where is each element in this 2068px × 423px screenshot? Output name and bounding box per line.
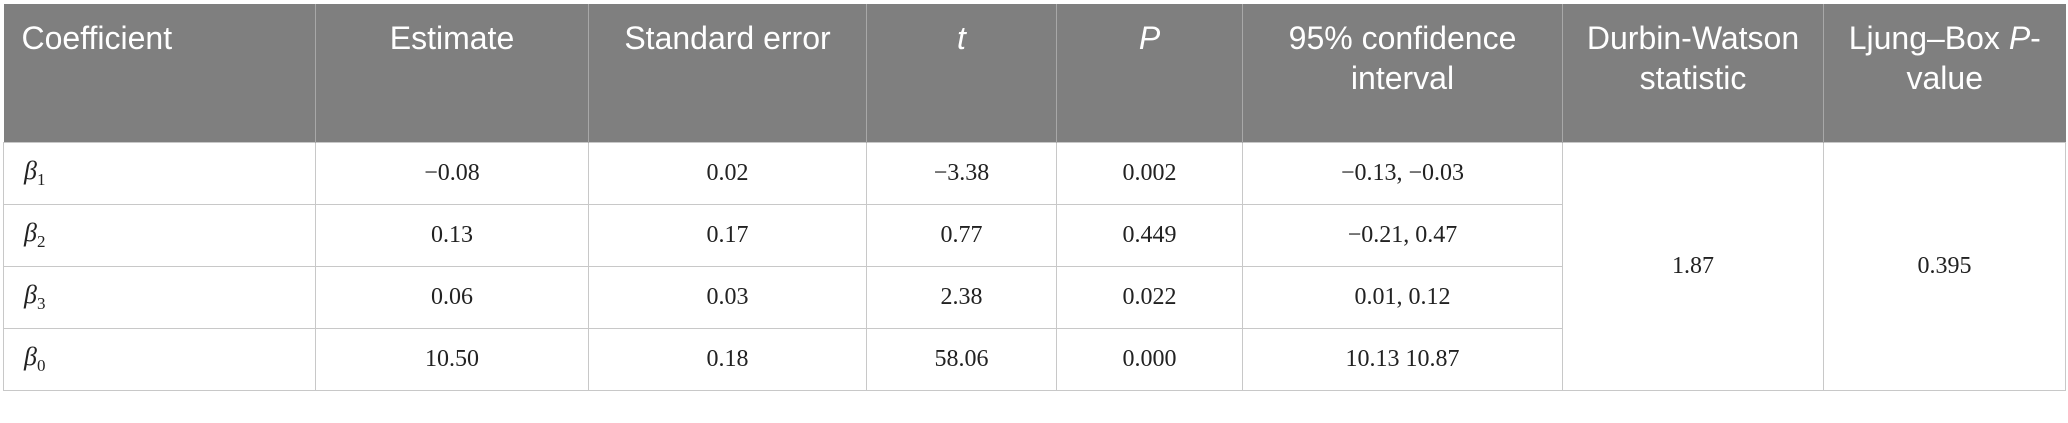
value-cell: 58.06 [866,327,1057,391]
table-row: β0 10.50 0.18 58.06 0.000 10.13 10.87 [3,327,2066,391]
table-body: β1 −0.08 0.02 −3.38 0.002 −0.13, −0.03 1.87 0.3… [3,141,2066,391]
value-cell: −0.21, 0.47 [1242,203,1563,267]
column-header: 95% confidence interval [1242,4,1563,142]
ljung-box-cell: 0.395 [1823,141,2066,391]
coefficient-cell: β0 [3,327,316,391]
coefficient-subscript: 1 [36,170,46,190]
header-text: P [2008,20,2031,56]
column-header: Ljung–Box P-value [1823,4,2066,142]
column-header: Durbin-Watson statistic [1562,4,1824,142]
column-header: Estimate [315,4,589,142]
value-cell: 0.01, 0.12 [1242,265,1563,329]
header-text: Standard error [624,20,831,56]
value-cell: 0.02 [588,141,867,205]
durbin-watson-cell: 1.87 [1562,141,1824,391]
value-cell: 0.06 [315,265,589,329]
header-text: 95% confidence interval [1288,20,1517,96]
value-cell: 0.17 [588,203,867,267]
coefficient-symbol: β [24,155,37,185]
value-cell: 2.38 [866,265,1057,329]
value-cell: 10.13 10.87 [1242,327,1563,391]
value-cell: 0.77 [866,203,1057,267]
column-header: Standard error [588,4,867,142]
value-cell: 0.449 [1056,203,1243,267]
header-row: Coefficient Estimate Standard error t P 95% c… [3,4,2066,142]
coefficient-symbol: β [24,217,37,247]
coefficient-subscript: 3 [36,294,46,314]
value-cell: 10.50 [315,327,589,391]
coefficient-cell: β3 [3,265,316,329]
value-cell: 0.000 [1056,327,1243,391]
header-text: P [1138,20,1161,56]
coefficient-cell: β1 [3,141,316,205]
value-cell: −0.13, −0.03 [1242,141,1563,205]
value-cell: 0.18 [588,327,867,391]
value-cell: 0.03 [588,265,867,329]
coefficient-cell: β2 [3,203,316,267]
coefficient-symbol: β [24,279,37,309]
value-cell: −0.08 [315,141,589,205]
coefficient-subscript: 0 [36,356,46,376]
header-text: Estimate [389,20,515,56]
table-row: β2 0.13 0.17 0.77 0.449 −0.21, 0.47 [3,203,2066,267]
value-cell: 0.022 [1056,265,1243,329]
value-cell: −3.38 [866,141,1057,205]
header-text: -value [1906,20,2041,96]
header-text: Durbin-Watson statistic [1586,20,1800,96]
header-text: Ljung–Box [1848,20,2009,56]
coefficient-subscript: 2 [36,232,46,252]
coefficient-symbol: β [24,341,37,371]
value-cell: 0.002 [1056,141,1243,205]
header-text: t [957,20,966,56]
value-cell: 0.13 [315,203,589,267]
table-row: β3 0.06 0.03 2.38 0.022 0.01, 0.12 [3,265,2066,329]
column-header: P [1056,4,1243,142]
regression-table: Coefficient Estimate Standard error t P 95% c… [3,4,2066,391]
column-header: t [866,4,1057,142]
column-header: Coefficient [3,4,316,142]
header-text: Coefficient [21,20,173,56]
table-row: β1 −0.08 0.02 −3.38 0.002 −0.13, −0.03 1.87 0.3… [3,141,2066,391]
